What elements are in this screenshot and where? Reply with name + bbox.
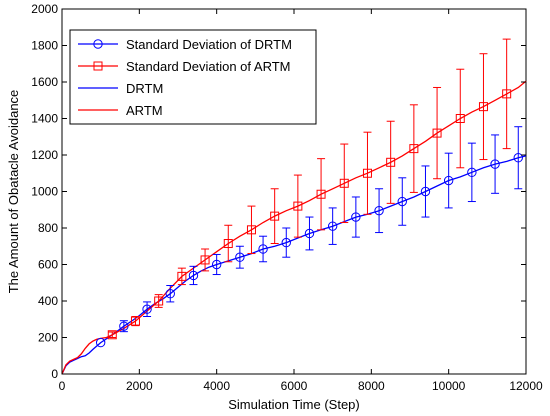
x-tick-label: 4000 — [203, 379, 230, 393]
data-point-standard-deviation-of-artm — [130, 316, 140, 326]
data-point-standard-deviation-of-drtm — [281, 237, 291, 248]
y-tick-label: 1600 — [31, 75, 58, 89]
y-axis-title: The Amount of Obatacle Avoidance — [6, 90, 21, 294]
data-point-standard-deviation-of-artm — [386, 157, 396, 167]
data-point-standard-deviation-of-artm — [223, 239, 233, 249]
data-point-standard-deviation-of-drtm — [513, 153, 523, 163]
data-point-standard-deviation-of-drtm — [258, 244, 268, 254]
data-point-standard-deviation-of-drtm — [304, 228, 315, 239]
y-tick-label: 1800 — [31, 39, 58, 53]
data-point-standard-deviation-of-artm — [455, 114, 465, 123]
data-point-standard-deviation-of-drtm — [142, 304, 152, 314]
legend-label: Standard Deviation of ARTM — [126, 59, 291, 74]
y-tick-label: 800 — [38, 221, 58, 235]
x-axis-title: Simulation Time (Step) — [228, 397, 360, 412]
data-point-standard-deviation-of-drtm — [119, 321, 129, 331]
y-tick-label: 1000 — [31, 185, 58, 199]
data-point-standard-deviation-of-drtm — [95, 337, 106, 348]
data-point-standard-deviation-of-drtm — [467, 167, 477, 178]
x-tick-label: 10000 — [432, 379, 466, 393]
data-point-standard-deviation-of-artm — [293, 201, 303, 211]
x-tick-label: 6000 — [281, 379, 308, 393]
data-point-standard-deviation-of-artm — [362, 168, 372, 178]
y-tick-label: 2000 — [31, 2, 58, 16]
data-point-standard-deviation-of-artm — [432, 128, 442, 138]
data-point-standard-deviation-of-artm — [478, 102, 488, 112]
legend-marker-circle — [93, 39, 103, 49]
data-point-standard-deviation-of-drtm — [420, 186, 431, 197]
data-point-standard-deviation-of-artm — [246, 225, 256, 235]
data-point-standard-deviation-of-drtm — [443, 175, 454, 186]
axes-layer: 0 2000 4000 6000 8000 10000 12000 0 200 400 600 800… — [31, 2, 543, 393]
data-point-standard-deviation-of-drtm — [397, 196, 407, 207]
legend: Standard Deviation of DRTM Standard Devia… — [69, 29, 317, 125]
y-tick-label: 200 — [38, 331, 58, 345]
data-point-standard-deviation-of-drtm — [188, 270, 199, 281]
data-point-standard-deviation-of-drtm — [327, 221, 338, 231]
x-tick-label: 0 — [59, 379, 66, 393]
series-layer — [61, 38, 527, 375]
x-tick-label: 8000 — [358, 379, 385, 393]
legend-label: ARTM — [126, 103, 163, 118]
data-point-standard-deviation-of-artm — [177, 271, 187, 281]
legend-label: DRTM — [126, 81, 163, 96]
series-line-drtm — [61, 155, 527, 375]
legend-label: Standard Deviation of DRTM — [126, 37, 292, 52]
data-point-standard-deviation-of-artm — [502, 89, 512, 99]
y-tick-label: 1400 — [31, 112, 58, 126]
data-point-standard-deviation-of-artm — [107, 330, 117, 340]
x-tick-label: 2000 — [126, 379, 153, 393]
data-point-standard-deviation-of-artm — [316, 189, 326, 199]
data-point-standard-deviation-of-drtm — [165, 289, 175, 299]
y-tick-label: 1200 — [31, 148, 58, 162]
x-tick-label: 12000 — [509, 379, 543, 393]
data-point-standard-deviation-of-artm — [200, 255, 210, 265]
y-tick-label: 0 — [51, 367, 58, 381]
data-point-standard-deviation-of-artm — [270, 211, 280, 221]
data-point-standard-deviation-of-drtm — [211, 259, 222, 270]
legend-marker-square — [93, 61, 103, 71]
data-point-standard-deviation-of-drtm — [235, 252, 245, 262]
data-point-standard-deviation-of-drtm — [374, 205, 384, 216]
data-point-standard-deviation-of-drtm — [351, 212, 361, 222]
data-point-standard-deviation-of-drtm — [490, 159, 500, 169]
legend-box — [69, 29, 317, 125]
data-point-standard-deviation-of-artm — [409, 144, 419, 154]
y-tick-label: 400 — [38, 294, 58, 308]
y-tick-label: 600 — [38, 258, 58, 272]
data-point-standard-deviation-of-artm — [339, 178, 349, 188]
data-point-standard-deviation-of-artm — [154, 296, 164, 306]
